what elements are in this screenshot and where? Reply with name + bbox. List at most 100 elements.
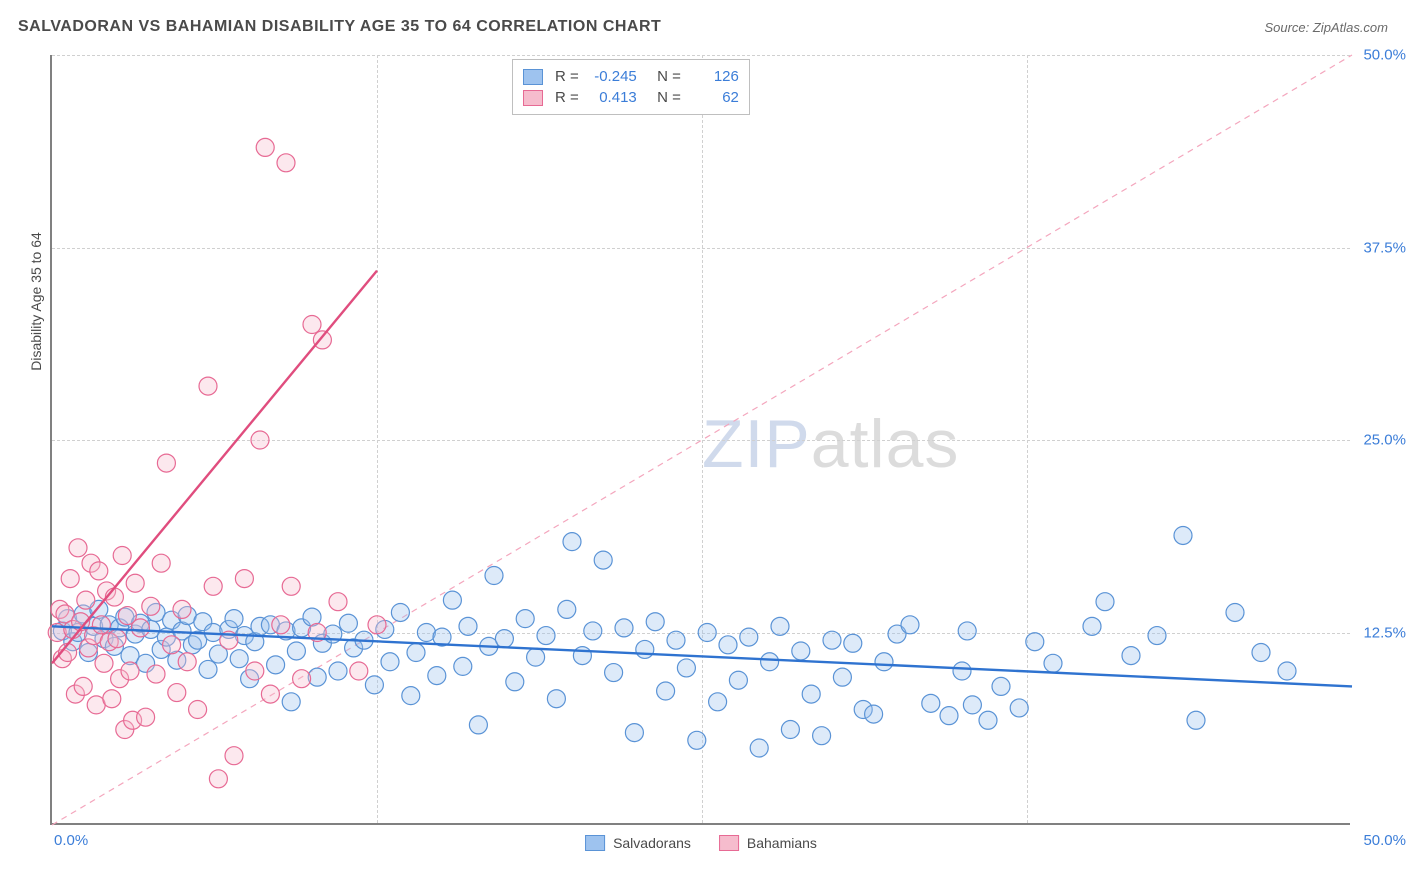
legend-item-salvadorans: Salvadorans xyxy=(585,835,691,851)
stats-row: R = 0.413 N = 62 xyxy=(523,87,739,108)
legend-label-salvadorans: Salvadorans xyxy=(613,835,691,851)
scatter-point xyxy=(761,653,779,671)
scatter-point xyxy=(69,539,87,557)
scatter-point xyxy=(173,600,191,618)
scatter-point xyxy=(282,577,300,595)
scatter-point xyxy=(329,593,347,611)
y-axis-title: Disability Age 35 to 64 xyxy=(28,232,44,371)
scatter-point xyxy=(365,676,383,694)
scatter-point xyxy=(901,616,919,634)
scatter-point xyxy=(922,694,940,712)
scatter-point xyxy=(584,622,602,640)
scatter-point xyxy=(547,690,565,708)
scatter-point xyxy=(152,554,170,572)
scatter-point xyxy=(537,627,555,645)
scatter-point xyxy=(74,677,92,695)
scatter-point xyxy=(168,684,186,702)
scatter-point xyxy=(261,685,279,703)
scatter-point xyxy=(1010,699,1028,717)
scatter-point xyxy=(771,617,789,635)
scatter-point xyxy=(428,667,446,685)
legend-label-bahamians: Bahamians xyxy=(747,835,817,851)
scatter-point xyxy=(137,708,155,726)
scatter-point xyxy=(90,562,108,580)
scatter-point xyxy=(443,591,461,609)
scatter-point xyxy=(558,600,576,618)
scatter-point xyxy=(1148,627,1166,645)
scatter-point xyxy=(407,644,425,662)
scatter-point xyxy=(625,724,643,742)
stats-n-value: 126 xyxy=(689,68,739,85)
scatter-point xyxy=(844,634,862,652)
scatter-point xyxy=(287,642,305,660)
legend-item-bahamians: Bahamians xyxy=(719,835,817,851)
scatter-point xyxy=(225,747,243,765)
scatter-point xyxy=(506,673,524,691)
chart-title: SALVADORAN VS BAHAMIAN DISABILITY AGE 35… xyxy=(18,18,661,36)
scatter-point xyxy=(1026,633,1044,651)
stats-swatch xyxy=(523,90,543,106)
scatter-point xyxy=(646,613,664,631)
y-tick-label: 12.5% xyxy=(1363,624,1406,641)
scatter-point xyxy=(230,650,248,668)
scatter-point xyxy=(940,707,958,725)
stats-box: R =-0.245 N =126R =0.413 N =62 xyxy=(512,59,750,115)
scatter-point xyxy=(225,610,243,628)
scatter-point xyxy=(246,662,264,680)
stats-n-label: N = xyxy=(649,89,681,106)
legend-swatch-salvadorans xyxy=(585,835,605,851)
scatter-point xyxy=(282,693,300,711)
scatter-point xyxy=(113,547,131,565)
scatter-point xyxy=(267,656,285,674)
scatter-point xyxy=(516,610,534,628)
scatter-point xyxy=(204,577,222,595)
scatter-point xyxy=(1083,617,1101,635)
scatter-point xyxy=(615,619,633,637)
plot-svg xyxy=(52,55,1350,823)
scatter-point xyxy=(719,636,737,654)
scatter-point xyxy=(865,705,883,723)
scatter-point xyxy=(142,597,160,615)
y-tick-label: 37.5% xyxy=(1363,239,1406,256)
scatter-point xyxy=(823,631,841,649)
scatter-point xyxy=(350,662,368,680)
scatter-point xyxy=(277,154,295,172)
stats-r-label: R = xyxy=(555,89,579,106)
scatter-point xyxy=(391,603,409,621)
scatter-point xyxy=(963,696,981,714)
scatter-point xyxy=(163,636,181,654)
scatter-point xyxy=(740,628,758,646)
x-tick-label: 50.0% xyxy=(1363,832,1406,849)
scatter-point xyxy=(833,668,851,686)
stats-r-value: 0.413 xyxy=(587,89,637,106)
scatter-point xyxy=(677,659,695,677)
legend-swatch-bahamians xyxy=(719,835,739,851)
scatter-point xyxy=(1096,593,1114,611)
scatter-point xyxy=(781,721,799,739)
scatter-point xyxy=(636,640,654,658)
scatter-point xyxy=(126,574,144,592)
scatter-point xyxy=(1044,654,1062,672)
scatter-point xyxy=(313,331,331,349)
scatter-point xyxy=(256,138,274,156)
scatter-point xyxy=(813,727,831,745)
scatter-point xyxy=(131,619,149,637)
scatter-point xyxy=(199,377,217,395)
scatter-point xyxy=(1174,526,1192,544)
scatter-point xyxy=(495,630,513,648)
scatter-point xyxy=(485,567,503,585)
scatter-point xyxy=(958,622,976,640)
stats-r-label: R = xyxy=(555,68,579,85)
scatter-point xyxy=(657,682,675,700)
scatter-point xyxy=(605,664,623,682)
plot-area: ZIPatlas R =-0.245 N =126R =0.413 N =62 … xyxy=(50,55,1350,825)
scatter-point xyxy=(108,630,126,648)
scatter-point xyxy=(979,711,997,729)
scatter-point xyxy=(1187,711,1205,729)
stats-n-value: 62 xyxy=(689,89,739,106)
scatter-point xyxy=(368,616,386,634)
scatter-point xyxy=(527,648,545,666)
scatter-point xyxy=(103,690,121,708)
scatter-point xyxy=(209,770,227,788)
scatter-point xyxy=(293,670,311,688)
